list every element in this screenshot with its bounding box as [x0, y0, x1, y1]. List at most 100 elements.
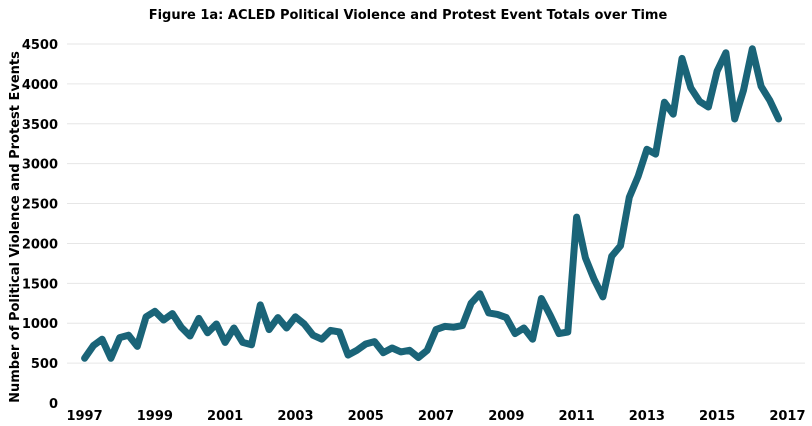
- y-tick-label: 3500: [22, 118, 58, 133]
- data-point: [163, 320, 164, 321]
- data-point: [690, 87, 691, 88]
- data-point: [225, 342, 226, 343]
- data-point: [154, 311, 155, 312]
- data-point: [348, 355, 349, 356]
- data-point: [778, 118, 779, 119]
- data-point: [251, 344, 252, 345]
- data-point: [576, 217, 577, 218]
- data-point: [646, 149, 647, 150]
- data-point: [559, 333, 560, 334]
- data-point: [356, 350, 357, 351]
- data-point: [752, 48, 753, 49]
- y-tick-label: 3000: [22, 158, 58, 173]
- data-point: [365, 343, 366, 344]
- data-point: [128, 335, 129, 336]
- data-point: [541, 298, 542, 299]
- data-point: [181, 327, 182, 328]
- data-point: [444, 326, 445, 327]
- data-point: [137, 346, 138, 347]
- data-point: [769, 100, 770, 101]
- series-line: [81, 45, 783, 362]
- data-point: [436, 329, 437, 330]
- data-point: [242, 342, 243, 343]
- data-point: [172, 313, 173, 314]
- y-tick-label: 4500: [22, 38, 58, 53]
- data-point: [427, 350, 428, 351]
- data-point: [734, 118, 735, 119]
- data-point: [146, 316, 147, 317]
- data-point: [313, 335, 314, 336]
- data-point: [638, 176, 639, 177]
- data-point: [409, 350, 410, 351]
- y-tick-label: 1000: [22, 317, 58, 332]
- data-point: [304, 324, 305, 325]
- data-point: [664, 102, 665, 103]
- data-point: [392, 347, 393, 348]
- data-point: [110, 358, 111, 359]
- data-point: [532, 339, 533, 340]
- data-point: [339, 331, 340, 332]
- x-tick-label: 2001: [207, 409, 243, 424]
- data-point: [330, 330, 331, 331]
- data-point: [515, 333, 516, 334]
- data-point: [673, 114, 674, 115]
- data-point: [418, 357, 419, 358]
- y-tick-label: 4000: [22, 78, 58, 93]
- data-point: [708, 107, 709, 108]
- data-point: [295, 316, 296, 317]
- data-point: [471, 303, 472, 304]
- data-point: [321, 339, 322, 340]
- data-point: [374, 341, 375, 342]
- x-tick-label: 1997: [66, 409, 102, 424]
- grid-lines: [67, 43, 805, 364]
- data-point: [550, 315, 551, 316]
- y-tick-label: 500: [31, 357, 58, 372]
- data-point: [725, 52, 726, 53]
- data-point: [93, 345, 94, 346]
- x-tick-label: 2007: [418, 409, 454, 424]
- data-point: [567, 331, 568, 332]
- data-point: [198, 318, 199, 319]
- data-point: [611, 256, 612, 257]
- series-layer: [81, 45, 783, 362]
- data-point: [233, 328, 234, 329]
- data-point: [190, 335, 191, 336]
- data-point: [488, 312, 489, 313]
- x-tick-label: 2013: [629, 409, 665, 424]
- data-point: [699, 101, 700, 102]
- data-point: [119, 337, 120, 338]
- data-point: [216, 324, 217, 325]
- x-tick-label: 2009: [488, 409, 524, 424]
- data-point: [260, 304, 261, 305]
- chart-title: Figure 1a: ACLED Political Violence and …: [149, 8, 668, 23]
- data-point: [497, 314, 498, 315]
- x-tick-label: 2003: [277, 409, 313, 424]
- data-point: [207, 332, 208, 333]
- x-tick-label: 2011: [558, 409, 594, 424]
- data-point: [453, 327, 454, 328]
- data-point: [761, 86, 762, 87]
- data-point: [269, 329, 270, 330]
- y-tick-label: 2000: [22, 237, 58, 252]
- data-point: [602, 296, 603, 297]
- data-point: [286, 328, 287, 329]
- data-point: [400, 351, 401, 352]
- data-point: [629, 197, 630, 198]
- y-axis-label: Number of Political Violence and Protest…: [8, 51, 23, 403]
- data-point: [620, 245, 621, 246]
- data-point: [383, 352, 384, 353]
- data-point: [479, 293, 480, 294]
- y-tick-label: 1500: [22, 277, 58, 292]
- x-tick-label: 1999: [137, 409, 173, 424]
- data-point: [84, 358, 85, 359]
- data-point: [462, 325, 463, 326]
- data-point: [585, 257, 586, 258]
- data-point: [506, 317, 507, 318]
- x-tick-label: 2005: [348, 409, 384, 424]
- axis-tick-labels: 0 500 1000 1500 2000 2500 3000 3500 4000 4500 1997…: [22, 38, 806, 424]
- data-point: [523, 328, 524, 329]
- data-point: [743, 90, 744, 91]
- data-point: [682, 58, 683, 59]
- x-tick-label: 2015: [699, 409, 735, 424]
